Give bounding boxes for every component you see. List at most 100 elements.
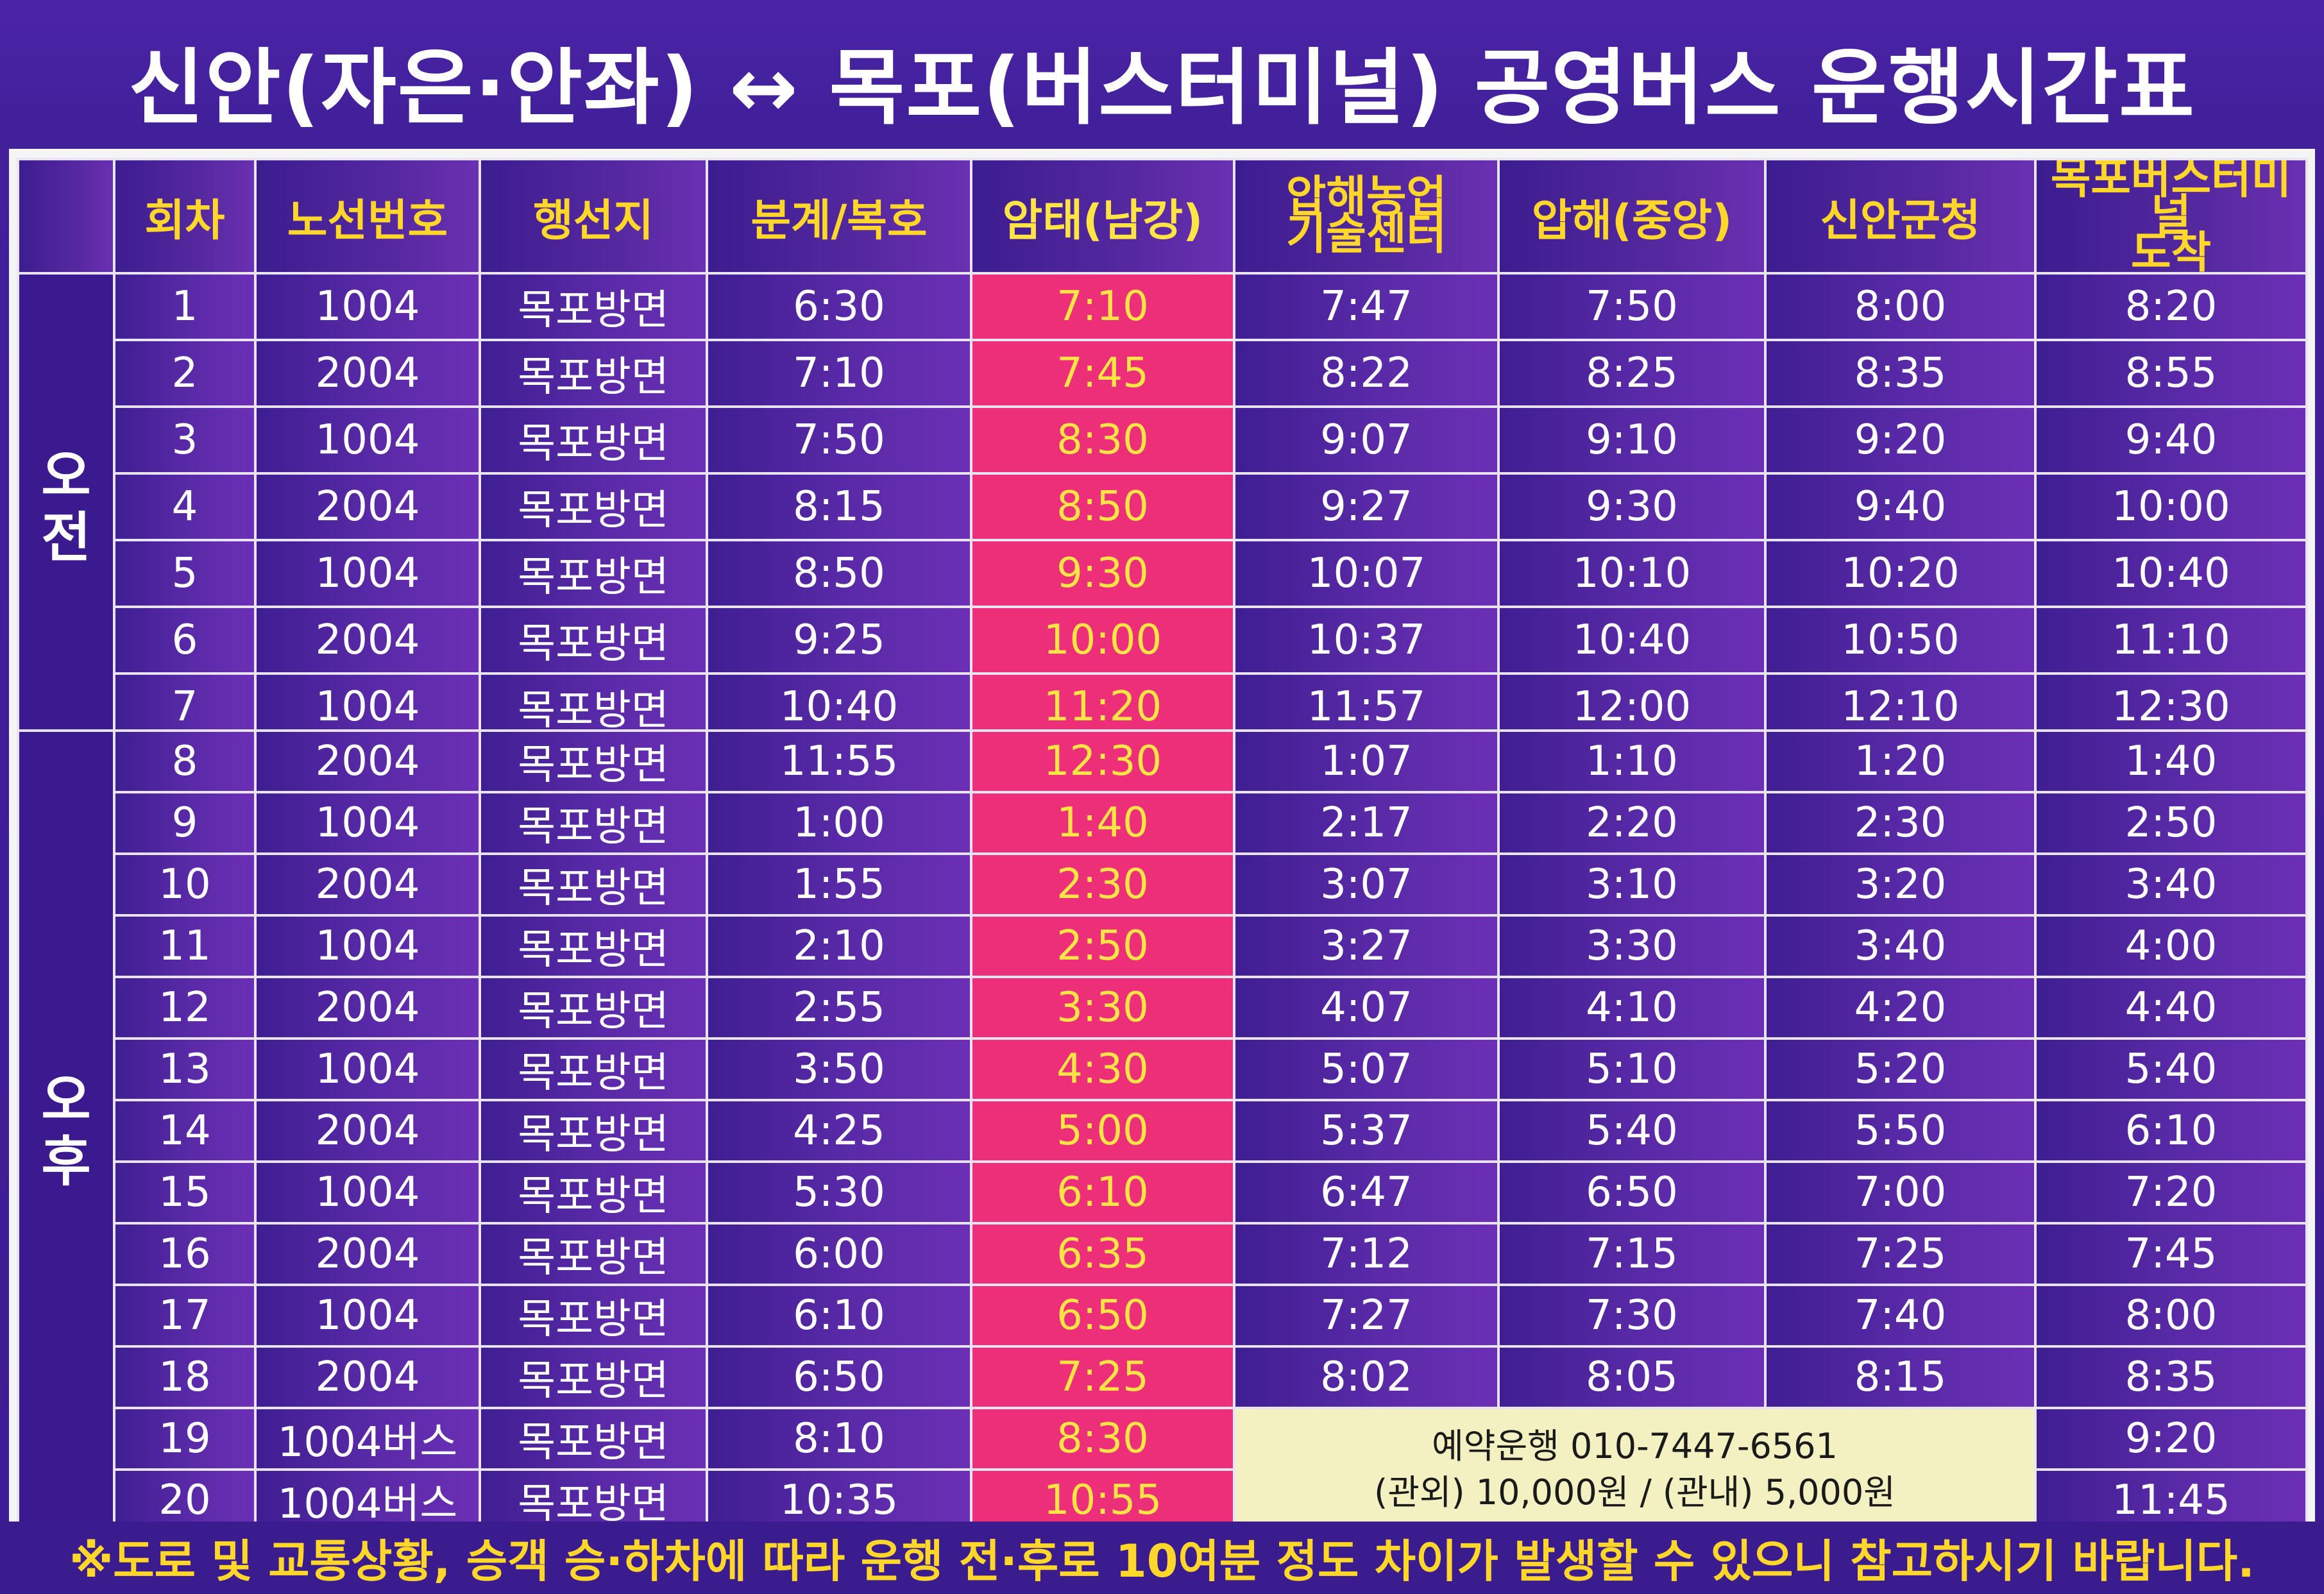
cell-aphae-center: 3:30	[1497, 914, 1767, 978]
timetable-panel: 회차 노선번호 행선지 분계/복호 암태(남강) 압해농업 기술센터 압해(중앙…	[9, 149, 2315, 1532]
table-row: 7 1004 목포방면 10:40 11:20 11:57 12:00 12:10 12:30	[18, 672, 2308, 742]
cell-sinan-office: 2:30	[1764, 791, 2037, 855]
cell-bungye: 5:30	[706, 1160, 972, 1225]
cell-route: 2004	[254, 729, 481, 793]
cell-amtae: 7:10	[970, 272, 1235, 341]
cell-trip: 15	[113, 1160, 257, 1225]
cell-destination: 목포방면	[479, 472, 708, 541]
header-trip: 회차	[113, 158, 257, 275]
cell-bungye: 1:00	[706, 791, 972, 855]
cell-bungye: 3:50	[706, 1037, 972, 1101]
cell-bungye: 8:15	[706, 472, 972, 541]
cell-trip: 2	[113, 339, 257, 408]
table-row: 2 2004 목포방면 7:10 7:45 8:22 8:25 8:35 8:55	[18, 339, 2308, 408]
cell-destination: 목포방면	[479, 852, 708, 917]
cell-destination: 목포방면	[479, 405, 708, 475]
cell-aphae-center: 1:10	[1497, 729, 1767, 793]
header-route: 노선번호	[254, 158, 481, 275]
cell-sinan-office: 8:00	[1764, 272, 2037, 341]
cell-aphae-center: 2:20	[1497, 791, 1767, 855]
table-row: 10 2004 목포방면 1:55 2:30 3:07 3:10 3:20 3:40	[18, 852, 2308, 917]
cell-aphae-center: 7:15	[1497, 1222, 1767, 1286]
cell-aphae-agri: 8:22	[1233, 339, 1500, 408]
cell-aphae-agri: 9:07	[1233, 405, 1500, 475]
cell-trip: 18	[113, 1345, 257, 1409]
cell-amtae: 10:00	[970, 606, 1235, 675]
cell-sinan-office: 8:15	[1764, 1345, 2037, 1409]
cell-trip: 5	[113, 539, 257, 608]
cell-bungye: 7:10	[706, 339, 972, 408]
cell-amtae: 2:30	[970, 852, 1235, 917]
cell-bungye: 11:55	[706, 729, 972, 793]
cell-destination: 목포방면	[479, 272, 708, 341]
cell-route: 2004	[254, 976, 481, 1040]
cell-aphae-center: 7:50	[1497, 272, 1767, 341]
cell-aphae-center: 12:00	[1497, 672, 1767, 742]
cell-aphae-agri: 6:47	[1233, 1160, 1500, 1225]
reservation-fare: (관외) 10,000원 / (관내) 5,000원	[1374, 1472, 1896, 1513]
cell-aphae-center: 5:40	[1497, 1099, 1767, 1163]
cell-aphae-agri: 3:07	[1233, 852, 1500, 917]
cell-route: 2004	[254, 606, 481, 675]
header-aphae-agri-line1: 압해농업	[1285, 172, 1447, 223]
header-aphae-agri: 압해농업 기술센터	[1233, 158, 1500, 275]
cell-amtae: 6:35	[970, 1222, 1235, 1286]
cell-aphae-agri: 9:27	[1233, 472, 1500, 541]
cell-mokpo-arrival: 9:40	[2034, 405, 2308, 475]
table-row: 17 1004 목포방면 6:10 6:50 7:27 7:30 7:40 8:00	[18, 1284, 2308, 1348]
cell-route: 1004	[254, 1037, 481, 1101]
cell-bungye: 2:55	[706, 976, 972, 1040]
cell-trip: 10	[113, 852, 257, 917]
cell-aphae-center: 10:10	[1497, 539, 1767, 608]
cell-aphae-agri: 10:07	[1233, 539, 1500, 608]
cell-aphae-agri: 7:12	[1233, 1222, 1500, 1286]
cell-mokpo-arrival: 7:45	[2034, 1222, 2308, 1286]
cell-trip: 16	[113, 1222, 257, 1286]
cell-aphae-agri: 5:07	[1233, 1037, 1500, 1101]
period-label-am: 오전	[17, 272, 115, 742]
cell-amtae: 1:40	[970, 791, 1235, 855]
cell-mokpo-arrival: 8:55	[2034, 339, 2308, 408]
cell-mokpo-arrival: 12:30	[2034, 672, 2308, 742]
cell-destination: 목포방면	[479, 672, 708, 742]
table-row: 3 1004 목포방면 7:50 8:30 9:07 9:10 9:20 9:40	[18, 405, 2308, 475]
cell-route: 1004버스	[254, 1407, 481, 1471]
table-row: 4 2004 목포방면 8:15 8:50 9:27 9:30 9:40 10:00	[18, 472, 2308, 541]
table-row: 5 1004 목포방면 8:50 9:30 10:07 10:10 10:20 10:40	[18, 539, 2308, 608]
cell-destination: 목포방면	[479, 1345, 708, 1409]
cell-aphae-center: 7:30	[1497, 1284, 1767, 1348]
table-row: 6 2004 목포방면 9:25 10:00 10:37 10:40 10:50 11:10	[18, 606, 2308, 675]
cell-mokpo-arrival: 8:00	[2034, 1284, 2308, 1348]
reservation-phone: 예약운행 010-7447-6561	[1432, 1426, 1838, 1466]
cell-aphae-agri: 5:37	[1233, 1099, 1500, 1163]
table-row-reserved: 19 1004버스 목포방면 8:10 8:30 예약운행 010-7447-6561 (관…	[18, 1407, 2308, 1532]
pm-timetable: 오후 8 2004 목포방면 11:55 12:30 1:07 1:10 1:20 1:40 9 10…	[17, 729, 2308, 1532]
cell-route: 2004	[254, 472, 481, 541]
cell-amtae: 2:50	[970, 914, 1235, 978]
table-row: 11 1004 목포방면 2:10 2:50 3:27 3:30 3:40 4:00	[18, 914, 2308, 978]
cell-mokpo-arrival: 11:10	[2034, 606, 2308, 675]
cell-destination: 목포방면	[479, 539, 708, 608]
cell-sinan-office: 9:40	[1764, 472, 2037, 541]
header-sinan-office: 신안군청	[1764, 158, 2037, 275]
cell-bungye: 2:10	[706, 914, 972, 978]
header-corner	[17, 158, 115, 275]
cell-amtae: 7:25	[970, 1345, 1235, 1409]
cell-route: 2004	[254, 1099, 481, 1163]
table-row: 15 1004 목포방면 5:30 6:10 6:47 6:50 7:00 7:20	[18, 1160, 2308, 1225]
cell-destination: 목포방면	[479, 1468, 708, 1532]
cell-bungye: 9:25	[706, 606, 972, 675]
header-amtae: 암태(남강)	[970, 158, 1235, 275]
cell-aphae-center: 8:25	[1497, 339, 1767, 408]
cell-destination: 목포방면	[479, 914, 708, 978]
table-row: 18 2004 목포방면 6:50 7:25 8:02 8:05 8:15 8:35	[18, 1345, 2308, 1409]
cell-trip: 14	[113, 1099, 257, 1163]
header-aphae-center: 압해(중앙)	[1497, 158, 1767, 275]
cell-sinan-office: 12:10	[1764, 672, 2037, 742]
table-row: 오전 1 1004 목포방면 6:30 7:10 7:47 7:50 8:00 8:20	[17, 272, 2308, 742]
cell-amtae: 6:50	[970, 1284, 1235, 1348]
header-aphae-agri-line2: 기술센터	[1285, 209, 1447, 260]
cell-route: 2004	[254, 1345, 481, 1409]
cell-mokpo-arrival: 10:40	[2034, 539, 2308, 608]
